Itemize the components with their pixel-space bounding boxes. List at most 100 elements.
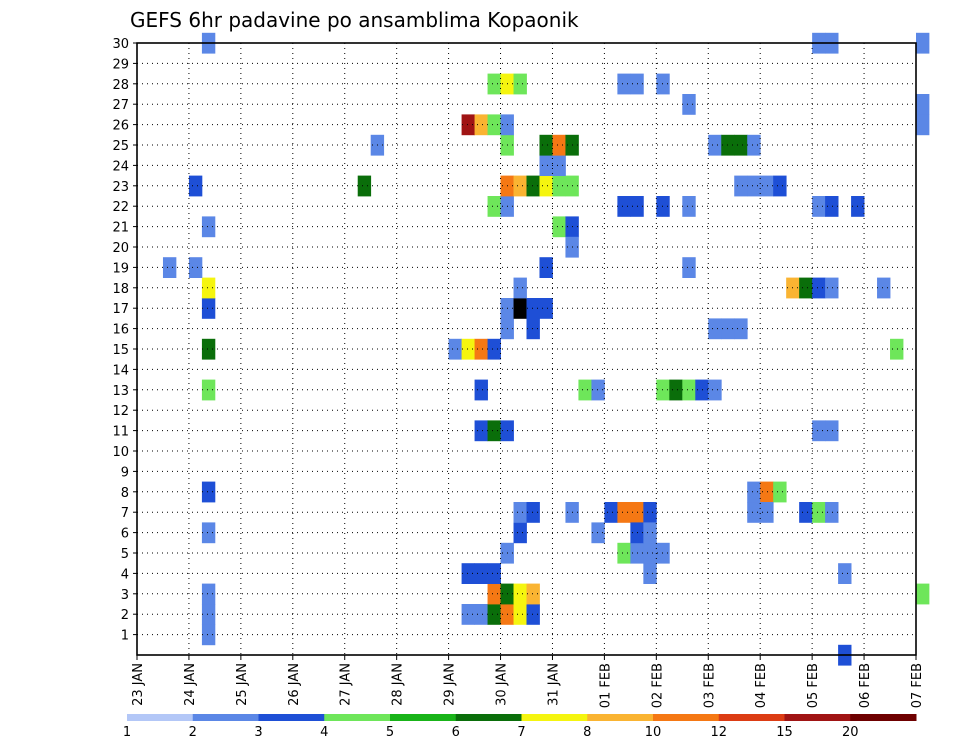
x-tick-label: 25 JAN xyxy=(235,663,250,706)
legend-swatch xyxy=(784,714,851,721)
heatmap-cell xyxy=(526,502,540,523)
heatmap-cell xyxy=(513,522,527,544)
heatmap-cell xyxy=(487,604,501,625)
heatmap-cell xyxy=(760,481,774,503)
y-tick-label: 6 xyxy=(121,527,129,542)
x-tick-label: 31 JAN xyxy=(546,663,561,706)
heatmap-cell xyxy=(747,175,761,197)
x-axis: 23 JAN 24 JAN 25 JAN 26 JAN 27 JAN 28 JAN 29 J… xyxy=(131,655,925,708)
x-tick-label: 03 FEB xyxy=(702,663,717,708)
y-tick-label: 8 xyxy=(121,486,129,501)
heatmap-cell xyxy=(474,563,488,584)
y-axis: 1234567891011121314151617181920212223242… xyxy=(112,37,137,644)
heatmap-cell xyxy=(734,134,748,156)
heatmap-cell xyxy=(487,196,501,217)
heatmap-cell xyxy=(461,338,475,360)
heatmap-cell xyxy=(643,542,657,564)
heatmap-cell xyxy=(487,583,501,605)
heatmap-cell xyxy=(357,175,372,197)
legend-label: 2 xyxy=(189,725,197,740)
legend-swatch xyxy=(127,714,194,721)
legend-swatch xyxy=(718,714,785,721)
legend-swatch xyxy=(587,714,654,721)
heatmap-cell xyxy=(682,94,696,115)
heatmap-cell xyxy=(513,277,527,299)
heatmap-cell xyxy=(201,379,216,401)
heatmap-cell xyxy=(734,318,748,340)
legend-swatch xyxy=(192,714,259,721)
heatmap-cell xyxy=(799,502,813,523)
y-tick-label: 5 xyxy=(121,547,129,562)
x-tick-label: 02 FEB xyxy=(650,663,665,708)
heatmap-cell xyxy=(617,502,631,523)
y-tick-label: 4 xyxy=(121,567,129,582)
heatmap-cell xyxy=(461,604,475,625)
y-tick-label: 9 xyxy=(121,465,129,480)
heatmap-cell xyxy=(682,257,696,278)
heatmap-cell xyxy=(825,502,839,523)
heatmap-cell xyxy=(474,338,488,360)
y-tick-label: 27 xyxy=(112,98,129,113)
legend-swatch xyxy=(390,714,457,721)
legend: 1 2 3 4 5 6 7 8 10 12 15 20 xyxy=(123,714,917,740)
x-tick-label: 06 FEB xyxy=(858,663,873,708)
heatmap-cell xyxy=(890,338,904,360)
heatmap-cell xyxy=(916,94,930,115)
heatmap-cell xyxy=(812,196,826,217)
heatmap-cell xyxy=(474,379,488,401)
heatmap-cell xyxy=(201,583,216,605)
heatmap-cell xyxy=(760,502,774,523)
heatmap-cell xyxy=(643,502,657,523)
heatmap-cell xyxy=(201,216,216,238)
heatmap-cell xyxy=(812,502,826,523)
heatmap-cell xyxy=(617,542,631,564)
legend-label: 12 xyxy=(710,725,727,740)
y-tick-label: 11 xyxy=(112,425,129,440)
legend-label: 7 xyxy=(517,725,525,740)
x-tick-label: 01 FEB xyxy=(598,663,613,708)
heatmap-cell xyxy=(201,298,216,319)
heatmap-cell xyxy=(539,298,553,319)
heatmap-cell xyxy=(695,379,709,401)
heatmap-cell xyxy=(487,563,501,584)
heatmap-cell xyxy=(682,379,696,401)
heatmap-cell xyxy=(916,32,930,54)
heatmap-cell xyxy=(188,257,203,278)
heatmap-cell xyxy=(604,502,618,523)
heatmap-cell xyxy=(539,134,553,156)
heatmap-cell xyxy=(539,175,553,197)
heatmap-cell xyxy=(201,277,216,299)
heatmap-cell xyxy=(513,175,527,197)
heatmap-cell xyxy=(643,563,657,584)
y-tick-label: 14 xyxy=(112,363,129,378)
heatmap-cell xyxy=(591,522,605,544)
heatmap-cell xyxy=(591,379,605,401)
heatmap-cell xyxy=(617,73,631,95)
heatmap-cell xyxy=(812,420,826,442)
heatmap-cell xyxy=(773,481,787,503)
y-tick-label: 29 xyxy=(112,57,129,72)
legend-swatch xyxy=(521,714,588,721)
heatmap-cell xyxy=(838,563,852,584)
heatmap-cell xyxy=(201,624,216,646)
heatmap-cell xyxy=(669,379,683,401)
legend-label: 3 xyxy=(254,725,262,740)
y-tick-label: 10 xyxy=(112,445,129,460)
x-tick-label: 30 JAN xyxy=(495,663,510,706)
legend-label: 1 xyxy=(123,725,131,740)
y-tick-label: 17 xyxy=(112,302,129,317)
heatmap-cell xyxy=(474,604,488,625)
heatmap-cell xyxy=(474,114,488,136)
heatmap-cell xyxy=(201,522,216,544)
heatmap-cell xyxy=(201,604,216,625)
heatmap-cell xyxy=(877,277,891,299)
heatmap-cell xyxy=(487,114,501,136)
y-tick-label: 24 xyxy=(112,159,129,174)
y-tick-label: 7 xyxy=(121,506,129,521)
legend-swatch xyxy=(455,714,522,721)
legend-label: 5 xyxy=(386,725,394,740)
heatmap-cell xyxy=(708,318,722,340)
x-tick-label: 27 JAN xyxy=(339,663,354,706)
y-tick-label: 23 xyxy=(112,180,129,195)
